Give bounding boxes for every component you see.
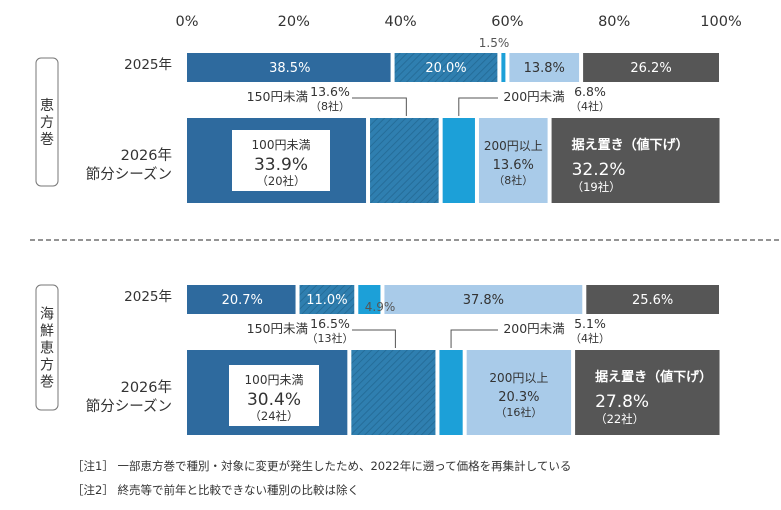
callout-200-name: 200円未満	[503, 89, 564, 104]
value-label-small: 1.5%	[479, 36, 510, 50]
callout-150-count: （8社）	[310, 99, 350, 113]
callout-200-count: （4社）	[570, 99, 610, 113]
seg-100-150	[351, 350, 436, 435]
callout-pct: 30.4%	[247, 390, 301, 410]
callout-150-count: （13社）	[307, 331, 354, 345]
value-label-small: 4.9%	[365, 300, 396, 314]
callout-over-200-count: （8社）	[493, 173, 533, 187]
callout-flat-pct: 32.2%	[572, 160, 626, 180]
footnote-2: ［注2］ 終売等で前年と比較できない種別の比較は除く	[72, 483, 359, 497]
callout-over-200-name: 200円以上	[489, 371, 548, 385]
panel-label-char: 方	[40, 115, 54, 131]
panel-label-char: 恵	[40, 341, 54, 357]
value-label: 25.6%	[632, 293, 673, 308]
seg-100-150	[394, 53, 498, 82]
callout-150-pct: 16.5%	[310, 316, 350, 331]
value-label: 38.5%	[269, 61, 310, 76]
x-tick-label: 100%	[700, 14, 741, 30]
panel-label-char: 巻	[40, 375, 54, 391]
bar-label-season: 節分シーズン	[86, 397, 172, 415]
x-tick-label: 80%	[598, 14, 630, 30]
callout-150-pct: 13.6%	[310, 84, 350, 99]
panel-label-char: 恵	[40, 98, 54, 114]
callout-name: 100円未満	[245, 373, 304, 387]
seg-flat	[583, 53, 719, 82]
x-tick-label: 40%	[384, 14, 416, 30]
leader-line-150	[352, 329, 396, 348]
bar-label-season: 節分シーズン	[86, 165, 172, 183]
value-label: 26.2%	[630, 61, 671, 76]
callout-pct: 33.9%	[254, 155, 308, 175]
x-tick-label: 0%	[175, 14, 198, 30]
x-tick-label: 60%	[491, 14, 523, 30]
callout-over-200-count: （16社）	[495, 405, 542, 419]
value-label: 20.7%	[222, 293, 263, 308]
callout-flat-count: （22社）	[595, 412, 644, 426]
callout-over-200-name: 200円以上	[484, 139, 543, 153]
panel-label-char: 巻	[40, 132, 54, 148]
seg-150-200	[358, 285, 381, 314]
leader-line-200	[458, 97, 498, 116]
seg-flat	[551, 118, 720, 203]
callout-count: （24社）	[249, 409, 298, 423]
seg-150-200	[442, 118, 475, 203]
seg-flat	[575, 350, 720, 435]
callout-flat-pct: 27.8%	[595, 392, 649, 412]
callout-box-under-100	[232, 130, 330, 191]
panel-label-box	[35, 57, 59, 187]
seg-over-200	[466, 350, 572, 435]
value-label: 13.8%	[524, 61, 565, 76]
seg-under-100	[187, 285, 296, 314]
panel-label-char: 方	[40, 358, 54, 374]
value-label: 37.8%	[463, 293, 504, 308]
callout-150-name: 150円未満	[247, 321, 308, 336]
callout-count: （20社）	[256, 174, 305, 188]
callout-200-pct: 5.1%	[574, 316, 606, 331]
seg-over-200	[509, 53, 580, 82]
seg-under-100	[187, 53, 391, 82]
callout-flat-name: 据え置き（値下げ）	[572, 137, 689, 153]
callout-flat-name: 据え置き（値下げ）	[595, 369, 712, 385]
callout-150-name: 150円未満	[247, 89, 308, 104]
seg-over-200	[384, 285, 583, 314]
seg-150-200	[439, 350, 463, 435]
panel-label-char: 海	[40, 307, 54, 323]
callout-flat-count: （19社）	[572, 180, 621, 194]
value-label: 11.0%	[306, 293, 347, 308]
seg-100-150	[299, 285, 355, 314]
bar-label-2025: 2025年	[124, 57, 172, 73]
seg-150-200	[501, 53, 506, 82]
panel-label-box	[35, 284, 59, 411]
callout-over-200-pct: 20.3%	[498, 390, 539, 405]
x-tick-label: 20%	[278, 14, 310, 30]
seg-over-200	[478, 118, 548, 203]
value-label: 20.0%	[425, 61, 466, 76]
seg-100-150	[370, 118, 439, 203]
leader-line-200	[450, 329, 498, 348]
callout-box-under-100	[229, 365, 319, 426]
seg-flat	[586, 285, 719, 314]
callout-name: 100円未満	[252, 138, 311, 152]
callout-200-name: 200円未満	[503, 321, 564, 336]
bar-label-2026: 2026年	[121, 147, 172, 164]
panel-label-char: 鮮	[40, 324, 54, 340]
callout-over-200-pct: 13.6%	[493, 158, 534, 173]
leader-line-150	[352, 97, 407, 116]
bar-label-2025: 2025年	[124, 289, 172, 305]
callout-200-pct: 6.8%	[574, 84, 606, 99]
footnote-1: ［注1］ 一部恵方巻で種別・対象に変更が発生したため、2022年に遡って価格を再…	[72, 459, 572, 473]
callout-200-count: （4社）	[570, 331, 610, 345]
bar-label-2026: 2026年	[121, 379, 172, 396]
